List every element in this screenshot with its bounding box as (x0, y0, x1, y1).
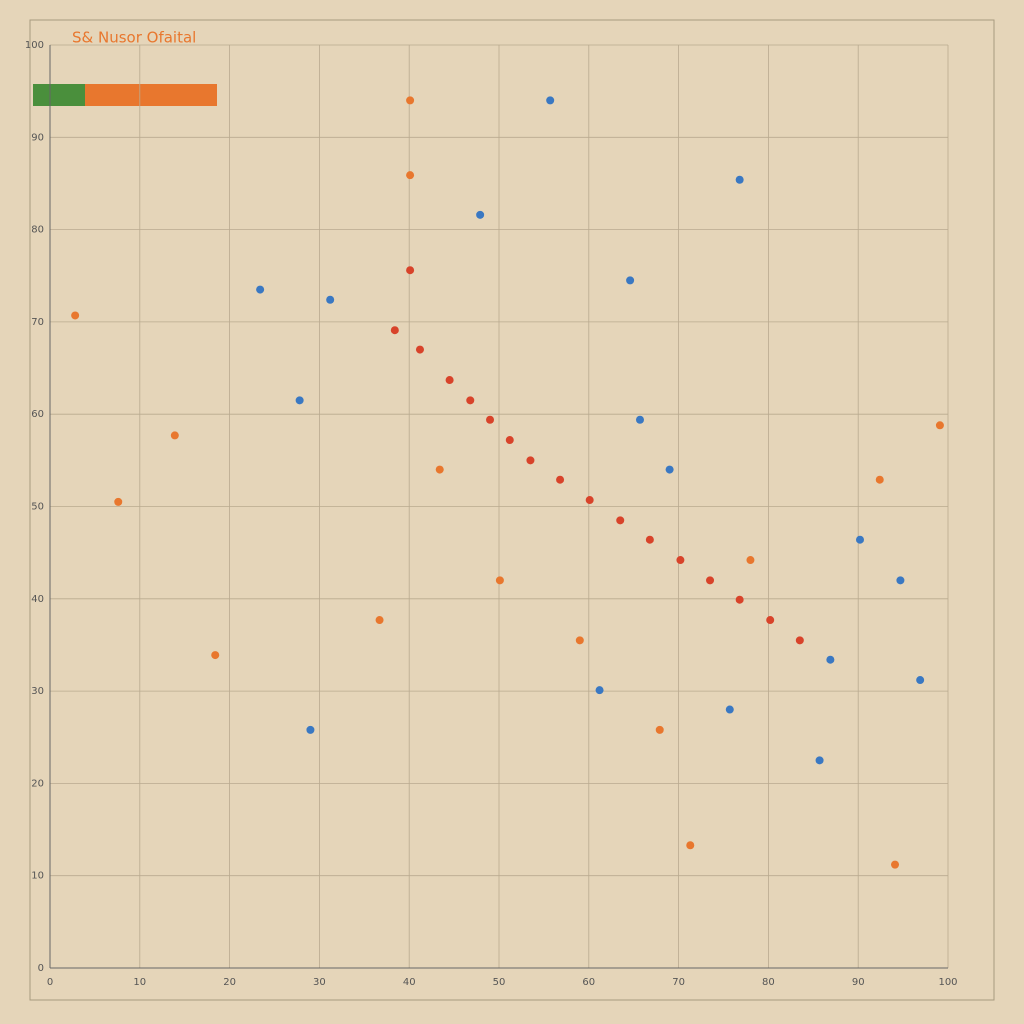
y-tick-label: 0 (38, 963, 44, 974)
y-tick-label: 60 (31, 409, 44, 420)
point (595, 686, 604, 695)
point (686, 841, 695, 850)
point (390, 326, 399, 335)
chart-title: S& Nusor Ofaital (72, 29, 196, 47)
point (466, 396, 475, 405)
y-tick-label: 40 (31, 594, 44, 605)
x-tick-label: 40 (403, 977, 416, 988)
x-tick-label: 20 (223, 977, 236, 988)
y-tick-label: 20 (31, 778, 44, 789)
point (256, 285, 265, 294)
point (795, 636, 804, 645)
point (295, 396, 304, 405)
y-tick-label: 50 (31, 502, 44, 513)
point (406, 96, 415, 105)
point (114, 497, 123, 506)
x-tick-label: 60 (582, 977, 595, 988)
point (676, 556, 685, 565)
point (306, 725, 315, 734)
y-tick-label: 80 (31, 225, 44, 236)
point (891, 860, 900, 869)
x-tick-label: 100 (938, 977, 957, 988)
point (575, 636, 584, 645)
x-tick-label: 30 (313, 977, 326, 988)
point (486, 415, 495, 424)
point (375, 616, 384, 625)
point (746, 556, 755, 565)
point (826, 655, 835, 664)
y-tick-label: 10 (31, 871, 44, 882)
point (916, 676, 925, 685)
point (815, 756, 824, 765)
header-bar (85, 84, 217, 106)
point (655, 725, 664, 734)
point (406, 266, 415, 275)
point (546, 96, 555, 105)
x-tick-label: 0 (47, 977, 53, 988)
point (556, 475, 565, 484)
point (706, 576, 715, 585)
point (855, 535, 864, 544)
point (875, 475, 884, 484)
point (326, 295, 335, 304)
point (735, 175, 744, 184)
point (445, 376, 454, 385)
point (585, 496, 594, 505)
point (725, 705, 734, 714)
point (71, 311, 80, 320)
point (935, 421, 944, 430)
x-tick-label: 50 (493, 977, 506, 988)
point (406, 171, 415, 180)
point (635, 415, 644, 424)
x-tick-label: 80 (762, 977, 775, 988)
point (505, 436, 514, 445)
frame (29, 19, 995, 1001)
point (645, 535, 654, 544)
point (766, 616, 775, 625)
point (170, 431, 179, 440)
y-tick-label: 90 (31, 132, 44, 143)
point (665, 465, 674, 474)
point (626, 276, 635, 285)
point (896, 576, 905, 585)
point (476, 210, 485, 219)
point (735, 595, 744, 604)
x-tick-label: 90 (852, 977, 865, 988)
point (616, 516, 625, 525)
point (211, 651, 220, 660)
x-tick-label: 70 (672, 977, 685, 988)
y-tick-label: 70 (31, 317, 44, 328)
point (495, 576, 504, 585)
y-tick-label: 100 (25, 40, 44, 51)
y-tick-label: 30 (31, 686, 44, 697)
point (415, 345, 424, 354)
point (526, 456, 535, 465)
header-bar (33, 84, 85, 106)
point (435, 465, 444, 474)
x-tick-label: 10 (133, 977, 146, 988)
